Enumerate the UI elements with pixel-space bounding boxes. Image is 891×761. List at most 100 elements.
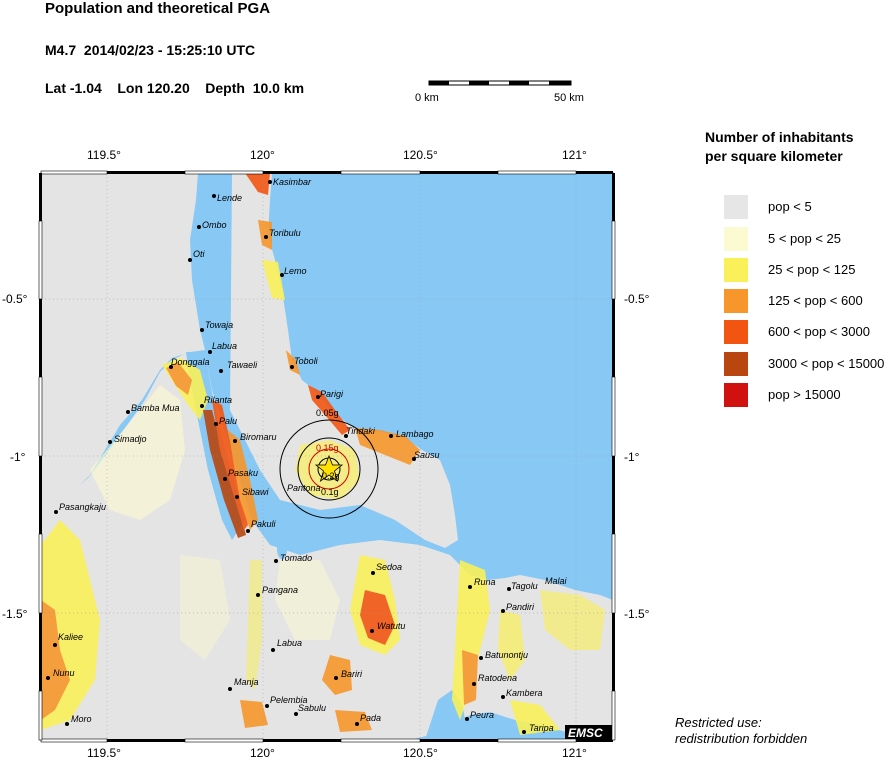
legend-label: 125 < pop < 600 bbox=[768, 293, 863, 308]
place-label: Pada bbox=[360, 713, 381, 723]
emsc-badge bbox=[565, 725, 613, 740]
place-label: Tindaki bbox=[346, 426, 376, 436]
place-label: Lambago bbox=[396, 429, 434, 439]
places: Kasimbar Lende Ombo Toribulu Oti Lemo To… bbox=[46, 177, 568, 734]
legend-title-line2: per square kilometer bbox=[705, 148, 843, 164]
y-tick-left: -1.5° bbox=[2, 607, 28, 621]
x-tick-bottom: 120° bbox=[250, 746, 275, 760]
place-label: Manja bbox=[234, 677, 259, 687]
legend-label: 600 < pop < 3000 bbox=[768, 324, 870, 339]
frame-ticks bbox=[38, 170, 616, 743]
location-info: Lat -1.04 Lon 120.20 Depth 10.0 km bbox=[45, 80, 305, 96]
place-label: Pantona bbox=[287, 483, 321, 493]
x-tick-top: 120.5° bbox=[403, 148, 438, 162]
place-label: Pasaku bbox=[228, 468, 258, 478]
place-label: Kasimbar bbox=[273, 177, 312, 187]
legend-label: 3000 < pop < 15000 bbox=[768, 356, 885, 371]
lake bbox=[277, 539, 287, 559]
map-area: 0.05g 0.15g 0.2g 0.1g Kasimbar Lende Omb… bbox=[41, 173, 613, 740]
place-label: Pelembia bbox=[270, 695, 308, 705]
pga-label-0.05g: 0.05g bbox=[316, 408, 339, 418]
place-label: Donggala bbox=[171, 357, 210, 367]
place-label: Bamba Mua bbox=[131, 403, 180, 413]
land-west bbox=[41, 173, 205, 560]
x-tick-bottom: 119.5° bbox=[87, 746, 121, 760]
place-label: Batunontju bbox=[485, 650, 528, 660]
place-label: Malai bbox=[545, 576, 568, 586]
legend-swatch bbox=[724, 352, 748, 376]
y-tick-left: -1° bbox=[10, 450, 26, 464]
place-label: Ombo bbox=[202, 220, 227, 230]
place-label: Simadjo bbox=[114, 434, 147, 444]
place-label: Tawaeli bbox=[227, 360, 258, 370]
place-label: Sabulu bbox=[298, 703, 326, 713]
place-label: Pangana bbox=[262, 585, 298, 595]
x-tick-top: 120° bbox=[250, 148, 275, 162]
pga-label-0.15g: 0.15g bbox=[316, 443, 339, 453]
place-label: Toboli bbox=[294, 356, 319, 366]
place-label: Kambera bbox=[506, 688, 543, 698]
place-label: Lende bbox=[217, 193, 242, 203]
legend-swatch bbox=[724, 320, 748, 344]
y-tick-left: -0.5° bbox=[2, 292, 28, 306]
place-label: Sausu bbox=[414, 450, 440, 460]
y-tick-right: -1° bbox=[624, 450, 640, 464]
place-label: Taripa bbox=[529, 723, 554, 733]
legend-swatch bbox=[724, 289, 748, 313]
place-label: Rilanta bbox=[204, 395, 232, 405]
place-label: Sibawi bbox=[242, 487, 270, 497]
pga-circles bbox=[279, 419, 379, 519]
place-label: Moro bbox=[71, 714, 92, 724]
scale-bar bbox=[428, 80, 572, 86]
place-label: Peura bbox=[470, 710, 494, 720]
graticule bbox=[41, 173, 613, 740]
pga-label-0.1g: 0.1g bbox=[321, 487, 339, 497]
place-label: Tomado bbox=[280, 553, 312, 563]
place-label: Biromaru bbox=[240, 432, 277, 442]
legend-label: 25 < pop < 125 bbox=[768, 262, 856, 277]
legend-swatch bbox=[724, 227, 748, 251]
place-label: Ratodena bbox=[478, 673, 517, 683]
legend-label: pop < 5 bbox=[768, 199, 812, 214]
restricted-note: Restricted use: redistribution forbidden bbox=[675, 715, 807, 747]
place-label: Oti bbox=[193, 249, 206, 259]
place-label: Labua bbox=[277, 638, 302, 648]
place-label: Runa bbox=[474, 577, 496, 587]
legend-swatch bbox=[724, 383, 748, 407]
place-label: Pandiri bbox=[506, 602, 535, 612]
place-label: Toribulu bbox=[269, 228, 301, 238]
restricted-line2: redistribution forbidden bbox=[675, 731, 808, 746]
legend-swatch bbox=[724, 258, 748, 282]
place-label: Nunu bbox=[53, 668, 75, 678]
x-tick-bottom: 120.5° bbox=[403, 746, 438, 760]
place-label: Parigi bbox=[320, 389, 344, 399]
restricted-line1: Restricted use: bbox=[675, 715, 762, 730]
y-tick-right: -0.5° bbox=[624, 292, 650, 306]
place-label: Kaliee bbox=[58, 632, 83, 642]
y-tick-right: -1.5° bbox=[624, 607, 650, 621]
scale-label-end: 50 km bbox=[554, 92, 584, 104]
place-label: Labua bbox=[212, 341, 237, 351]
scale-label-start: 0 km bbox=[415, 92, 439, 104]
place-label: Pakuli bbox=[251, 519, 277, 529]
legend-label: 5 < pop < 25 bbox=[768, 231, 842, 246]
place-label: Watutu bbox=[377, 621, 405, 631]
epicenter-star bbox=[314, 454, 344, 482]
place-label: Lemo bbox=[284, 266, 307, 276]
event-info: M4.7 2014/02/23 - 15:25:10 UTC bbox=[45, 42, 256, 58]
place-label: Tagolu bbox=[511, 581, 538, 591]
place-label: Towaja bbox=[205, 320, 233, 330]
place-label: Sedoa bbox=[376, 562, 402, 572]
x-tick-bottom: 121° bbox=[562, 746, 587, 760]
map-title: Population and theoretical PGA bbox=[45, 0, 271, 17]
legend-swatch bbox=[724, 195, 748, 219]
legend-title: Number of inhabitants per square kilomet… bbox=[705, 128, 854, 166]
x-tick-top: 121° bbox=[562, 148, 587, 162]
legend-label: pop > 15000 bbox=[768, 387, 841, 402]
emsc-badge-text: EMSC bbox=[568, 726, 603, 740]
place-label: Pasangkaju bbox=[59, 502, 106, 512]
pga-label-0.2g: 0.2g bbox=[322, 471, 340, 481]
legend-title-line1: Number of inhabitants bbox=[705, 129, 854, 145]
population-overlay bbox=[41, 173, 605, 735]
